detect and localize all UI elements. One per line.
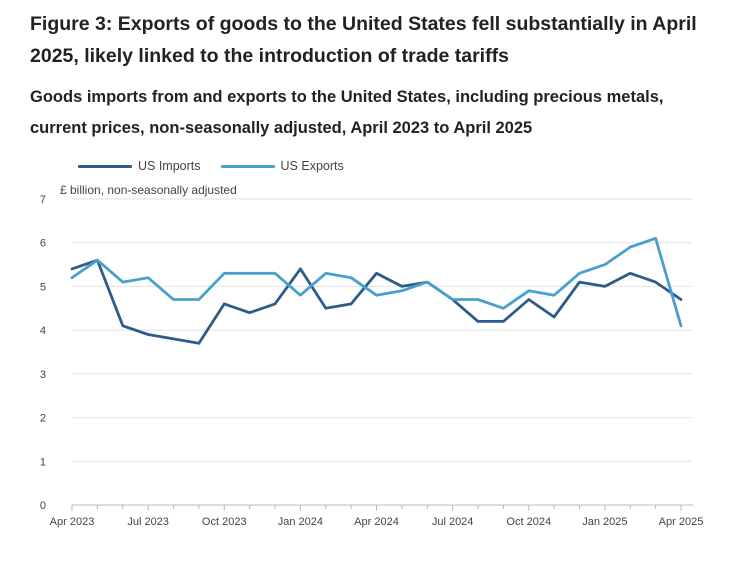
x-tick-label-21: Jan 2025 [582, 516, 627, 528]
data-point-exports-21[interactable] [603, 263, 607, 267]
data-point-exports-9[interactable] [298, 293, 302, 297]
y-tick-label-5: 5 [40, 281, 46, 293]
data-point-imports-0[interactable] [70, 267, 74, 271]
data-point-exports-20[interactable] [578, 271, 582, 275]
data-point-imports-11[interactable] [349, 302, 353, 306]
legend-item-exports[interactable]: US Exports [220, 159, 344, 173]
data-point-exports-24[interactable] [679, 324, 683, 328]
legend-label-exports: US Exports [280, 159, 344, 173]
y-tick-label-0: 0 [40, 500, 46, 512]
data-point-imports-4[interactable] [172, 337, 176, 341]
data-point-exports-4[interactable] [172, 298, 176, 302]
axes: 0 1 2 3 4 5 6 7 Apr 2023 Jul 2023 Oct 2023 Jan 2024… [40, 194, 703, 528]
data-point-imports-7[interactable] [248, 311, 252, 315]
data-point-imports-21[interactable] [603, 284, 607, 288]
data-point-imports-23[interactable] [654, 280, 658, 284]
data-point-exports-10[interactable] [324, 271, 328, 275]
x-tick-label-15: Jul 2024 [432, 516, 474, 528]
data-point-imports-16[interactable] [476, 319, 480, 323]
legend-swatch-exports [220, 164, 275, 168]
y-tick-label-6: 6 [40, 238, 46, 250]
data-point-imports-9[interactable] [298, 267, 302, 271]
data-point-exports-0[interactable] [70, 276, 74, 280]
data-point-imports-22[interactable] [628, 271, 632, 275]
series-line-exports[interactable] [70, 236, 683, 328]
y-axis-title: £ billion, non-seasonally adjusted [60, 183, 237, 197]
x-tick-label-0: Apr 2023 [50, 516, 95, 528]
data-point-exports-11[interactable] [349, 276, 353, 280]
chart-subtitle: Goods imports from and exports to the Un… [30, 88, 664, 137]
y-tick-label-3: 3 [40, 369, 46, 381]
y-tick-label-1: 1 [40, 456, 46, 468]
data-point-exports-2[interactable] [121, 280, 125, 284]
data-point-imports-12[interactable] [375, 271, 379, 275]
data-point-exports-5[interactable] [197, 298, 201, 302]
data-point-imports-2[interactable] [121, 324, 125, 328]
gridlines [72, 198, 693, 462]
data-point-imports-18[interactable] [527, 298, 531, 302]
x-tick-label-24: Apr 2025 [659, 516, 704, 528]
data-point-exports-17[interactable] [501, 306, 505, 310]
data-point-imports-10[interactable] [324, 306, 328, 310]
data-point-imports-24[interactable] [679, 298, 683, 302]
legend: US Imports US Exports [78, 157, 364, 175]
data-point-exports-14[interactable] [425, 280, 429, 284]
series [70, 236, 683, 345]
chart-title: Figure 3: Exports of goods to the United… [30, 13, 697, 67]
data-point-exports-15[interactable] [451, 298, 455, 302]
x-tick-label-12: Apr 2024 [354, 516, 399, 528]
legend-item-imports[interactable]: US Imports [78, 159, 201, 173]
data-point-imports-20[interactable] [578, 280, 582, 284]
data-point-exports-16[interactable] [476, 298, 480, 302]
data-point-imports-8[interactable] [273, 302, 277, 306]
y-tick-label-4: 4 [40, 325, 46, 337]
data-point-exports-18[interactable] [527, 289, 531, 293]
data-point-exports-6[interactable] [222, 271, 226, 275]
y-tick-label-2: 2 [40, 413, 46, 425]
legend-swatch-imports [78, 164, 132, 168]
data-point-imports-13[interactable] [400, 284, 404, 288]
series-line-imports[interactable] [70, 258, 683, 345]
data-point-exports-8[interactable] [273, 271, 277, 275]
x-tick-label-6: Oct 2023 [202, 516, 247, 528]
x-tick-label-9: Jan 2024 [278, 516, 323, 528]
data-point-exports-7[interactable] [248, 271, 252, 275]
data-point-exports-13[interactable] [400, 289, 404, 293]
legend-label-imports: US Imports [138, 159, 201, 173]
data-point-imports-3[interactable] [146, 333, 150, 337]
data-point-exports-22[interactable] [628, 245, 632, 249]
data-point-exports-1[interactable] [95, 258, 99, 262]
data-point-imports-17[interactable] [501, 319, 505, 323]
data-point-exports-23[interactable] [654, 236, 658, 240]
x-tick-label-3: Jul 2023 [127, 516, 169, 528]
data-point-imports-19[interactable] [552, 315, 556, 319]
data-point-exports-3[interactable] [146, 276, 150, 280]
data-point-imports-5[interactable] [197, 341, 201, 345]
data-point-imports-6[interactable] [222, 302, 226, 306]
x-tick-label-18: Oct 2024 [506, 516, 551, 528]
data-point-exports-12[interactable] [375, 293, 379, 297]
y-tick-label-7: 7 [40, 194, 46, 206]
data-point-exports-19[interactable] [552, 293, 556, 297]
